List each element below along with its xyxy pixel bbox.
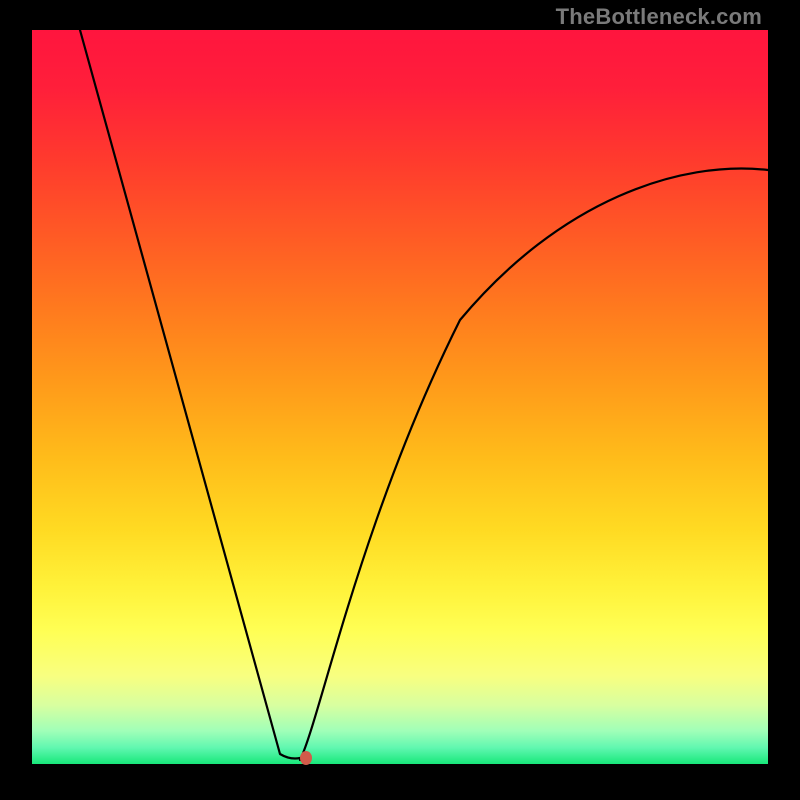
plot-background — [32, 30, 768, 764]
watermark-text: TheBottleneck.com — [556, 4, 762, 30]
chart-frame: TheBottleneck.com — [0, 0, 800, 800]
border-left — [0, 0, 32, 800]
border-bottom — [0, 764, 800, 800]
border-right — [768, 0, 800, 800]
